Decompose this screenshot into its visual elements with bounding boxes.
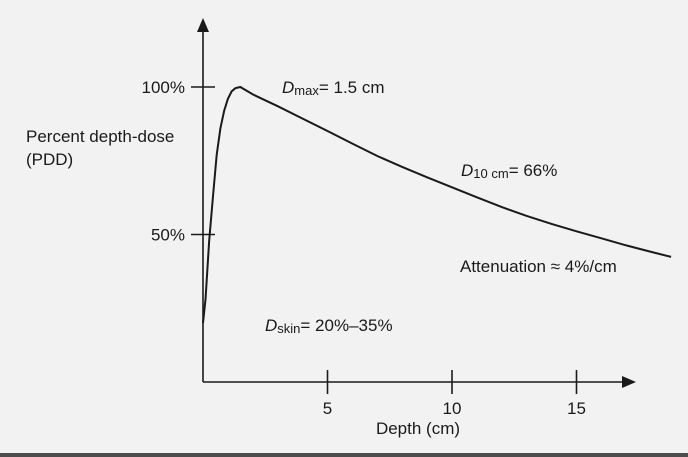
y-axis-label-line-2: (PDD) xyxy=(26,150,73,169)
annotation-dskin: Dskin= 20%–35% xyxy=(265,316,393,336)
y-axis-label-line-1: Percent depth-dose xyxy=(26,127,174,146)
annotation-d10cm: D10 cm= 66% xyxy=(461,161,557,181)
x-tick-label-15: 15 xyxy=(567,399,586,418)
x-tick-label-10: 10 xyxy=(443,399,462,418)
y-axis-arrowhead xyxy=(197,18,209,32)
x-axis-label: Depth (cm) xyxy=(376,419,460,438)
annotation-attenuation: Attenuation ≈ 4%/cm xyxy=(460,257,617,276)
annotation-dmax: Dmax= 1.5 cm xyxy=(282,78,385,98)
x-axis-arrowhead xyxy=(622,376,636,388)
x-ticks: 5 10 15 xyxy=(323,370,586,418)
y-tick-label-100: 100% xyxy=(142,78,185,97)
y-tick-label-50: 50% xyxy=(151,226,185,245)
pdd-curve-line xyxy=(202,85,672,324)
bottom-border xyxy=(0,453,688,457)
x-tick-label-5: 5 xyxy=(323,399,332,418)
y-ticks: 50% 100% xyxy=(142,78,215,245)
